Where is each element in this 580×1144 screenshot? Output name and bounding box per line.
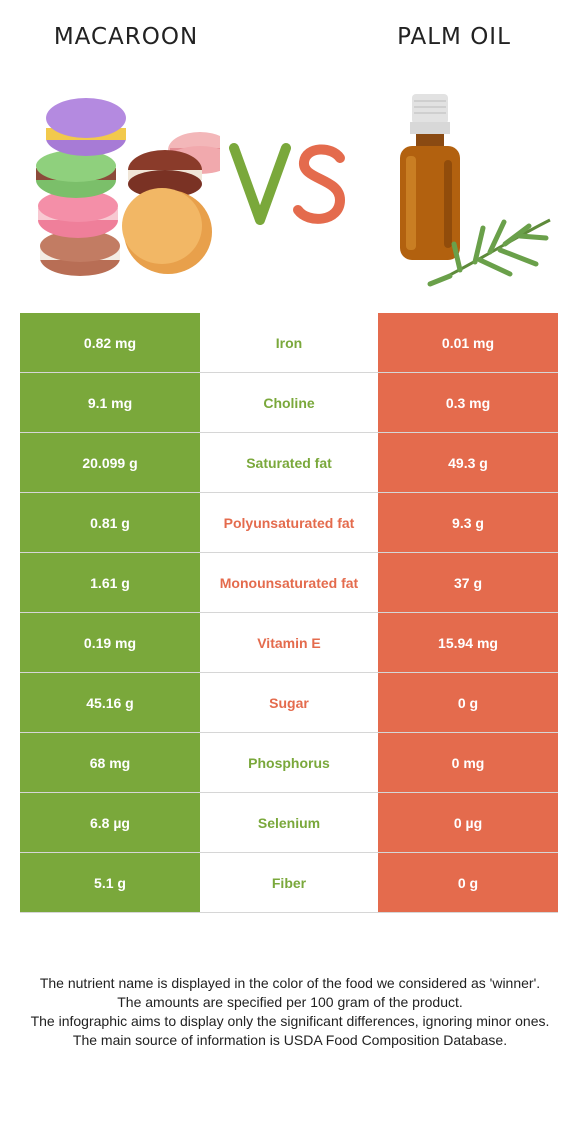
- nutrient-name: Polyunsaturated fat: [200, 493, 378, 552]
- right-value: 9.3 g: [378, 493, 558, 552]
- right-value: 0 mg: [378, 733, 558, 792]
- footer-line-per-100g: The amounts are specified per 100 gram o…: [117, 994, 463, 1010]
- right-value: 49.3 g: [378, 433, 558, 492]
- left-value: 6.8 µg: [20, 793, 200, 852]
- comparison-row: 0.81 g Polyunsaturated fat 9.3 g: [20, 493, 558, 553]
- left-value: 45.16 g: [20, 673, 200, 732]
- nutrient-name: Choline: [200, 373, 378, 432]
- right-value: 0.01 mg: [378, 313, 558, 372]
- right-food-title: PALM OIL: [397, 24, 511, 50]
- footer-line-source: The main source of information is USDA F…: [72, 1032, 508, 1048]
- comparison-row: 1.61 g Monounsaturated fat 37 g: [20, 553, 558, 613]
- left-value: 20.099 g: [20, 433, 200, 492]
- right-value: 0 g: [378, 853, 558, 912]
- nutrient-name: Monounsaturated fat: [200, 553, 378, 612]
- left-value: 1.61 g: [20, 553, 200, 612]
- comparison-row: 68 mg Phosphorus 0 mg: [20, 733, 558, 793]
- comparison-row: 0.82 mg Iron 0.01 mg: [20, 313, 558, 373]
- vs-label: [228, 130, 352, 240]
- nutrient-name: Selenium: [200, 793, 378, 852]
- comparison-row: 0.19 mg Vitamin E 15.94 mg: [20, 613, 558, 673]
- right-value: 0 µg: [378, 793, 558, 852]
- nutrient-name: Phosphorus: [200, 733, 378, 792]
- nutrient-name: Fiber: [200, 853, 378, 912]
- comparison-row: 20.099 g Saturated fat 49.3 g: [20, 433, 558, 493]
- left-value: 0.82 mg: [20, 313, 200, 372]
- palm-oil-image: [380, 80, 560, 300]
- left-food-title: MACAROON: [53, 24, 199, 50]
- macaroon-image: [20, 80, 232, 300]
- left-value: 0.19 mg: [20, 613, 200, 672]
- left-value: 9.1 mg: [20, 373, 200, 432]
- right-value: 0.3 mg: [378, 373, 558, 432]
- nutrient-name: Saturated fat: [200, 433, 378, 492]
- comparison-row: 9.1 mg Choline 0.3 mg: [20, 373, 558, 433]
- nutrient-name: Iron: [200, 313, 378, 372]
- footer-notes: The nutrient name is displayed in the co…: [16, 974, 564, 1050]
- nutrient-name: Vitamin E: [200, 613, 378, 672]
- left-value: 68 mg: [20, 733, 200, 792]
- nutrient-name: Sugar: [200, 673, 378, 732]
- comparison-row: 5.1 g Fiber 0 g: [20, 853, 558, 913]
- comparison-row: 45.16 g Sugar 0 g: [20, 673, 558, 733]
- left-value: 0.81 g: [20, 493, 200, 552]
- left-value: 5.1 g: [20, 853, 200, 912]
- right-value: 37 g: [378, 553, 558, 612]
- comparison-row: 6.8 µg Selenium 0 µg: [20, 793, 558, 853]
- footer-line-significant-differences: The infographic aims to display only the…: [30, 1013, 550, 1029]
- footer-line-winner-note: The nutrient name is displayed in the co…: [39, 975, 541, 991]
- right-value: 15.94 mg: [378, 613, 558, 672]
- comparison-table: 0.82 mg Iron 0.01 mg 9.1 mg Choline 0.3 mg 20.…: [20, 313, 558, 913]
- right-value: 0 g: [378, 673, 558, 732]
